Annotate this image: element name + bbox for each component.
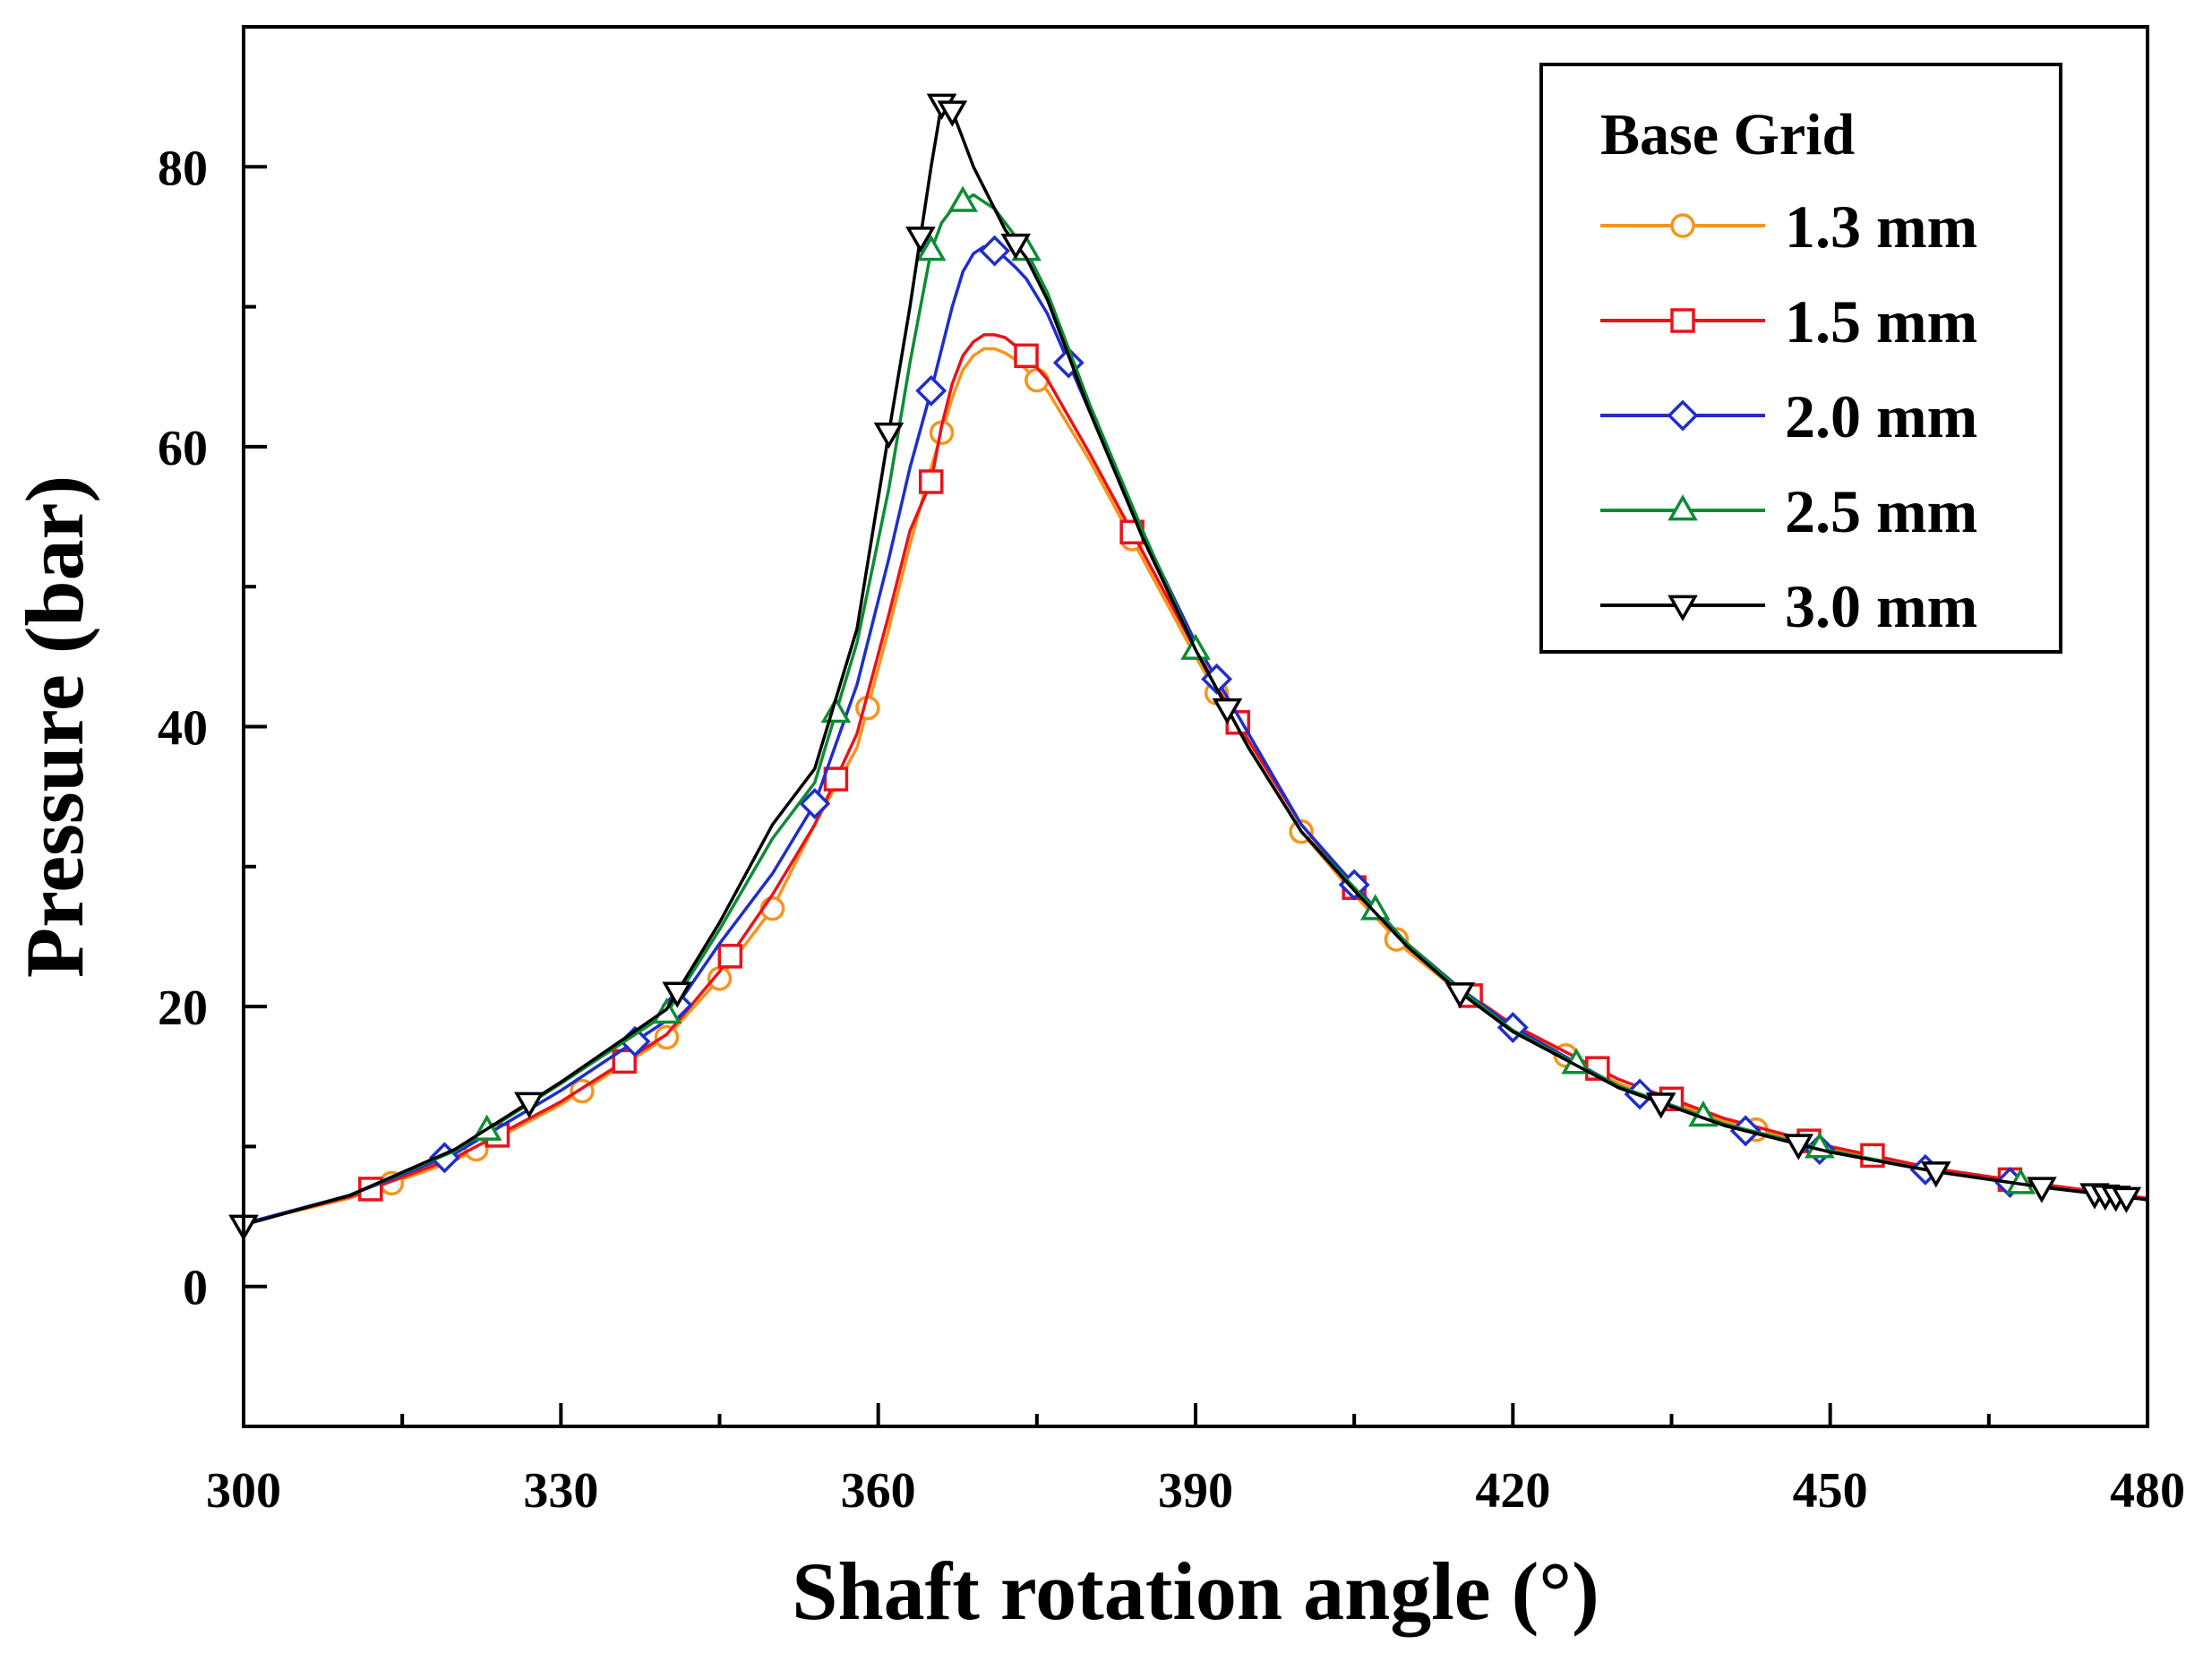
marker-triangle-down xyxy=(1212,698,1243,725)
marker-circle xyxy=(855,695,880,721)
axis-tick-labels: 300 330 360 390 420 450 480 0 20 40 60 80 xyxy=(158,141,2185,1519)
x-tick-label: 300 xyxy=(206,1463,281,1519)
series-layer xyxy=(228,93,2148,1241)
marker-square xyxy=(918,469,944,494)
marker-triangle-down xyxy=(1668,595,1698,621)
marker-triangle-down xyxy=(1445,982,1476,1009)
legend-title: Base Grid xyxy=(1600,102,1855,167)
series-2-0-mm xyxy=(243,235,2148,1226)
legend-entry: 3.0 mm xyxy=(1600,572,1977,640)
y-tick-label: 40 xyxy=(158,701,208,757)
series-line xyxy=(243,102,2148,1227)
x-tick-label: 450 xyxy=(1793,1463,1868,1519)
x-tick-label: 390 xyxy=(1158,1463,1233,1519)
marker-square xyxy=(1670,308,1695,333)
marker-triangle-down xyxy=(1920,1161,1951,1188)
marker-diamond xyxy=(979,235,1011,267)
marker-diamond xyxy=(915,374,947,407)
marker-triangle-down xyxy=(937,100,968,127)
marker-circle xyxy=(759,895,785,921)
marker-diamond xyxy=(1667,399,1699,432)
legend-label: 1.3 mm xyxy=(1785,193,1977,261)
legend-entry: 2.0 mm xyxy=(1600,382,1977,450)
marker-circle xyxy=(1670,213,1695,238)
marker-square xyxy=(717,944,743,969)
marker-square xyxy=(1014,343,1039,369)
marker-circle xyxy=(1025,367,1050,393)
marker-triangle-down xyxy=(1783,1134,1814,1160)
marker-triangle-down xyxy=(1645,1092,1676,1119)
marker-triangle-down xyxy=(2111,1186,2142,1213)
marker-circle xyxy=(1384,927,1410,952)
legend-entry: 2.5 mm xyxy=(1600,477,1977,545)
marker-triangle-up xyxy=(947,185,978,212)
marker-square xyxy=(1860,1143,1885,1169)
legend-label: 2.0 mm xyxy=(1785,382,1977,450)
marker-triangle-down xyxy=(514,1092,544,1118)
y-tick-label: 0 xyxy=(183,1261,208,1316)
x-tick-label: 420 xyxy=(1475,1463,1550,1519)
legend-entry: 1.3 mm xyxy=(1600,193,1977,261)
x-tick-label: 480 xyxy=(2110,1463,2185,1519)
legend-label: 3.0 mm xyxy=(1785,572,1977,640)
marker-triangle-up xyxy=(1668,494,1698,521)
marker-triangle-up xyxy=(651,997,682,1024)
marker-diamond xyxy=(799,787,831,819)
legend-entry: 1.5 mm xyxy=(1600,287,1977,355)
axis-ticks xyxy=(242,25,2149,1428)
legend: Base Grid 1.3 mm 1.5 mm 2.0 mm 2.5 mm 3.0 mm xyxy=(1539,63,2062,654)
marker-triangle-down xyxy=(1000,233,1032,261)
y-tick-label: 80 xyxy=(158,141,208,196)
legend-box xyxy=(1539,63,2062,654)
legend-entries: 1.3 mm 1.5 mm 2.0 mm 2.5 mm 3.0 mm xyxy=(1600,193,1977,640)
y-tick-label: 20 xyxy=(158,980,208,1036)
y-axis-title: Pressure (bar) xyxy=(9,475,100,978)
marker-circle xyxy=(654,1024,680,1050)
x-axis-title: Shaft rotation angle (°) xyxy=(792,1545,1599,1637)
x-tick-label: 360 xyxy=(841,1463,916,1519)
marker-triangle-down xyxy=(662,981,693,1008)
marker-square xyxy=(612,1049,637,1075)
marker-triangle-down xyxy=(873,422,905,449)
y-tick-label: 60 xyxy=(158,421,208,476)
marker-square xyxy=(823,766,849,792)
series-3-0-mm xyxy=(228,93,2148,1241)
legend-label: 2.5 mm xyxy=(1785,477,1977,545)
marker-triangle-up xyxy=(915,235,947,261)
marker-triangle-down xyxy=(2027,1177,2057,1203)
legend-label: 1.5 mm xyxy=(1785,287,1977,355)
x-tick-label: 330 xyxy=(523,1463,598,1519)
marker-triangle-down xyxy=(905,227,936,253)
